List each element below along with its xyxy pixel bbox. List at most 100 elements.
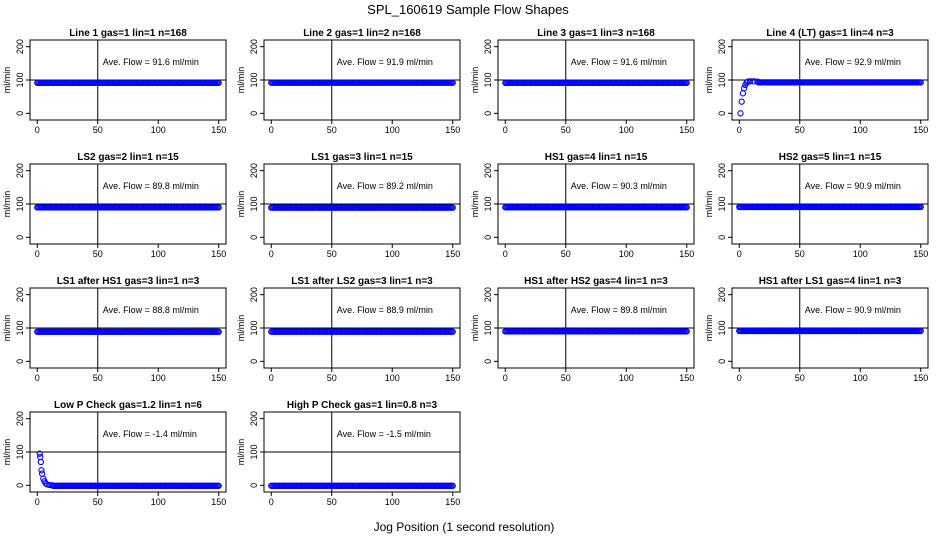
panel-title: Low P Check gas=1.2 lin=1 n=6 — [54, 400, 202, 411]
panel-title: Line 1 gas=1 lin=1 n=168 — [69, 28, 187, 39]
x-tick-label: 150 — [211, 125, 226, 135]
y-tick-label: 200 — [15, 411, 25, 426]
data-series-flow — [36, 450, 222, 489]
average-flow-annotation: Ave. Flow = 90.9 ml/min — [805, 305, 901, 315]
panel-title: Line 2 gas=1 lin=2 n=168 — [303, 28, 421, 39]
y-tick-label: 100 — [483, 72, 493, 87]
x-tick-label: 100 — [619, 373, 634, 383]
x-tick-label: 50 — [795, 373, 805, 383]
x-tick-label: 100 — [619, 249, 634, 259]
x-tick-label: 50 — [327, 125, 337, 135]
flow-panel-7: HS1 gas=4 lin=1 n=15 0 50 100 150 0 100 200 ml/m… — [470, 152, 695, 259]
panel-title: HS1 after LS1 gas=4 lin=1 n=3 — [759, 276, 902, 287]
y-tick-label: 100 — [717, 72, 727, 87]
data-series-flow — [34, 204, 222, 211]
y-axis-label: ml/min — [704, 191, 714, 218]
y-tick-label: 200 — [717, 163, 727, 178]
x-tick-label: 0 — [269, 497, 274, 507]
x-tick-label: 0 — [35, 125, 40, 135]
y-tick-label: 0 — [717, 111, 727, 116]
y-axis-label: ml/min — [704, 67, 714, 94]
data-point — [917, 327, 924, 335]
y-tick-label: 200 — [717, 287, 727, 302]
flow-panel-4: Line 4 (LT) gas=1 lin=4 n=3 0 50 100 150 0 100… — [704, 28, 929, 135]
y-axis-label: ml/min — [2, 439, 12, 466]
x-tick-label: 100 — [853, 249, 868, 259]
x-tick-label: 0 — [35, 497, 40, 507]
data-point — [449, 328, 456, 335]
y-tick-label: 100 — [249, 72, 259, 87]
flow-panel-6: LS1 gas=3 lin=1 n=15 0 50 100 150 0 100 200 ml/m… — [236, 152, 461, 259]
panel-title: High P Check gas=1 lin=0.8 n=3 — [287, 400, 438, 411]
average-flow-annotation: Ave. Flow = 91.9 ml/min — [337, 57, 433, 67]
y-axis-label: ml/min — [236, 439, 246, 466]
y-tick-label: 0 — [717, 359, 727, 364]
y-tick-label: 100 — [483, 320, 493, 335]
x-tick-label: 100 — [619, 125, 634, 135]
data-point — [737, 110, 744, 117]
data-point — [215, 79, 222, 86]
x-tick-label: 100 — [853, 373, 868, 383]
y-tick-label: 200 — [249, 163, 259, 178]
y-tick-label: 0 — [483, 235, 493, 240]
data-point — [449, 482, 456, 489]
average-flow-annotation: Ave. Flow = -1.5 ml/min — [337, 429, 431, 439]
y-axis-label: ml/min — [236, 67, 246, 94]
y-axis-label: ml/min — [470, 315, 480, 342]
y-tick-label: 100 — [15, 72, 25, 87]
flow-panel-1: Line 1 gas=1 lin=1 n=168 0 50 100 150 0 100 200… — [2, 28, 227, 135]
average-flow-annotation: Ave. Flow = 88.8 ml/min — [103, 305, 199, 315]
x-tick-label: 0 — [737, 249, 742, 259]
y-axis-label: ml/min — [236, 191, 246, 218]
y-tick-label: 200 — [483, 163, 493, 178]
x-tick-label: 50 — [795, 249, 805, 259]
x-tick-label: 50 — [561, 249, 571, 259]
x-tick-label: 100 — [385, 125, 400, 135]
x-tick-label: 100 — [151, 249, 166, 259]
data-point — [747, 78, 754, 85]
x-tick-label: 50 — [327, 373, 337, 383]
x-tick-label: 0 — [737, 125, 742, 135]
x-tick-label: 50 — [93, 125, 103, 135]
y-tick-label: 0 — [717, 235, 727, 240]
flow-panel-11: HS1 after HS2 gas=4 lin=1 n=3 0 50 100 150 0 1… — [470, 276, 695, 383]
x-tick-label: 150 — [913, 373, 928, 383]
figure-x-axis-label: Jog Position (1 second resolution) — [374, 520, 555, 534]
panel-title: HS1 after HS2 gas=4 lin=1 n=3 — [524, 276, 668, 287]
panel-grid: Line 1 gas=1 lin=1 n=168 0 50 100 150 0 100 200… — [2, 28, 929, 507]
average-flow-annotation: Ave. Flow = 91.6 ml/min — [103, 57, 199, 67]
average-flow-annotation: Ave. Flow = 91.6 ml/min — [571, 57, 667, 67]
data-point — [215, 482, 222, 489]
average-flow-annotation: Ave. Flow = 88.9 ml/min — [337, 305, 433, 315]
x-tick-label: 0 — [35, 249, 40, 259]
y-axis-label: ml/min — [470, 191, 480, 218]
panel-title: HS1 gas=4 lin=1 n=15 — [545, 152, 648, 163]
flow-panel-5: LS2 gas=2 lin=1 n=15 0 50 100 150 0 100 200 ml/m… — [2, 152, 227, 259]
y-axis-label: ml/min — [704, 315, 714, 342]
data-point — [743, 79, 750, 86]
data-point — [38, 470, 46, 477]
data-series-flow — [268, 482, 456, 489]
y-tick-label: 200 — [483, 287, 493, 302]
y-tick-label: 100 — [717, 196, 727, 211]
y-tick-label: 200 — [249, 411, 259, 426]
average-flow-annotation: Ave. Flow = 89.8 ml/min — [103, 181, 199, 191]
data-point — [36, 450, 43, 457]
flow-panel-2: Line 2 gas=1 lin=2 n=168 0 50 100 150 0 100 200… — [236, 28, 461, 135]
data-point — [37, 458, 45, 466]
average-flow-annotation: Ave. Flow = 89.8 ml/min — [571, 305, 667, 315]
x-tick-label: 100 — [853, 125, 868, 135]
figure-main-title: SPL_160619 Sample Flow Shapes — [367, 2, 569, 17]
data-point — [739, 90, 747, 97]
flow-panel-14: High P Check gas=1 lin=0.8 n=3 0 50 100 150 0… — [236, 400, 461, 507]
x-tick-label: 150 — [445, 373, 460, 383]
y-tick-label: 100 — [249, 196, 259, 211]
y-tick-label: 100 — [249, 320, 259, 335]
x-tick-label: 150 — [445, 497, 460, 507]
x-tick-label: 0 — [503, 373, 508, 383]
x-tick-label: 0 — [269, 373, 274, 383]
data-point — [917, 79, 924, 86]
data-series-flow — [34, 328, 222, 335]
y-tick-label: 200 — [15, 39, 25, 54]
average-flow-annotation: Ave. Flow = 89.2 ml/min — [337, 181, 433, 191]
